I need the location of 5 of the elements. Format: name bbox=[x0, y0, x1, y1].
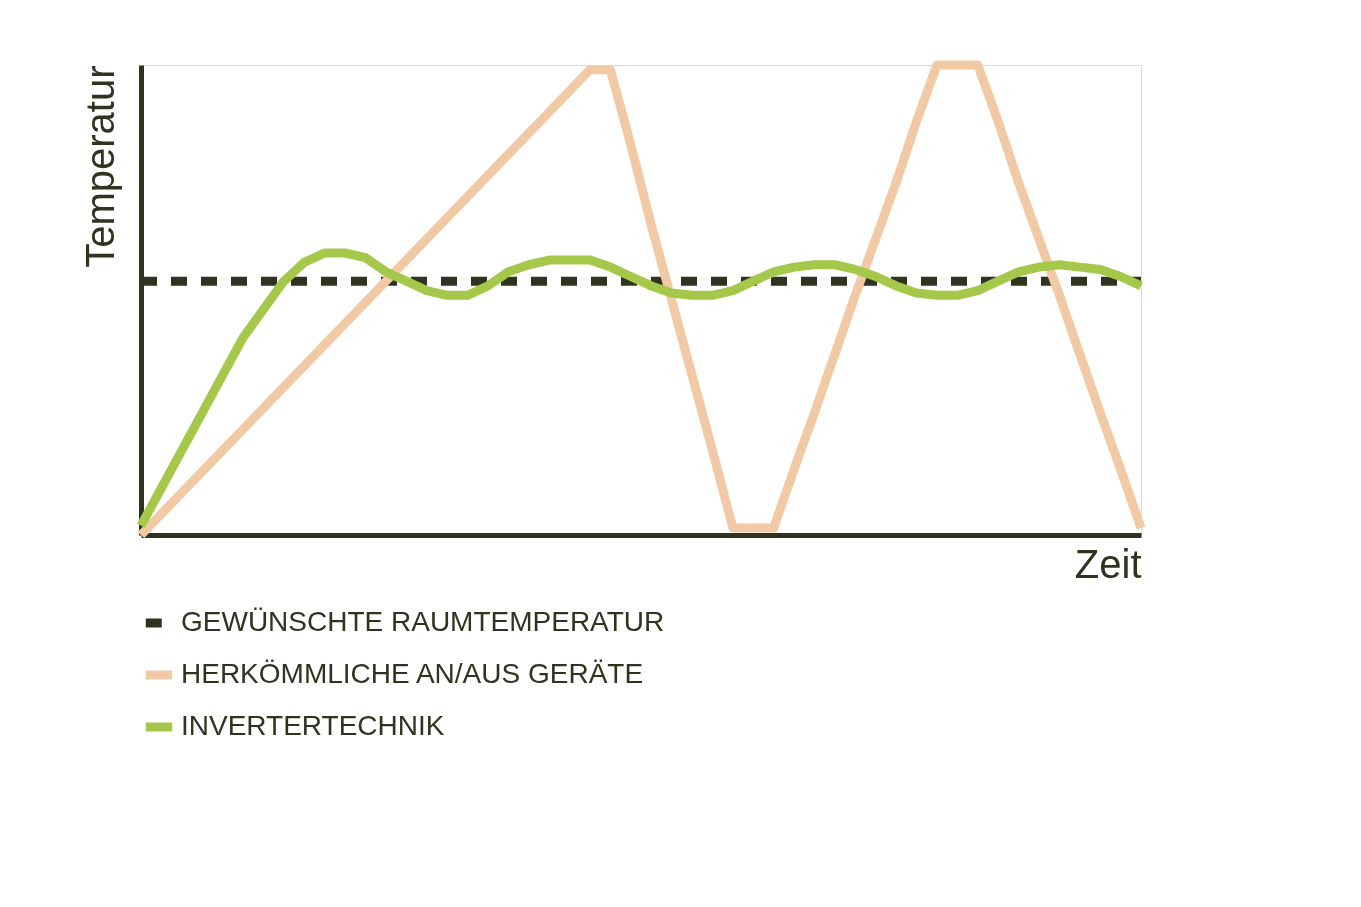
legend-label: INVERTERTECHNIK bbox=[181, 710, 445, 741]
y-axis-title: Temperatur bbox=[77, 65, 122, 268]
legend-label: HERKÖMMLICHE AN/AUS GERÄTE bbox=[181, 658, 644, 689]
legend-label: GEWÜNSCHTE RAUMTEMPERATUR bbox=[181, 606, 665, 637]
x-axis-title: Zeit bbox=[1074, 541, 1142, 586]
